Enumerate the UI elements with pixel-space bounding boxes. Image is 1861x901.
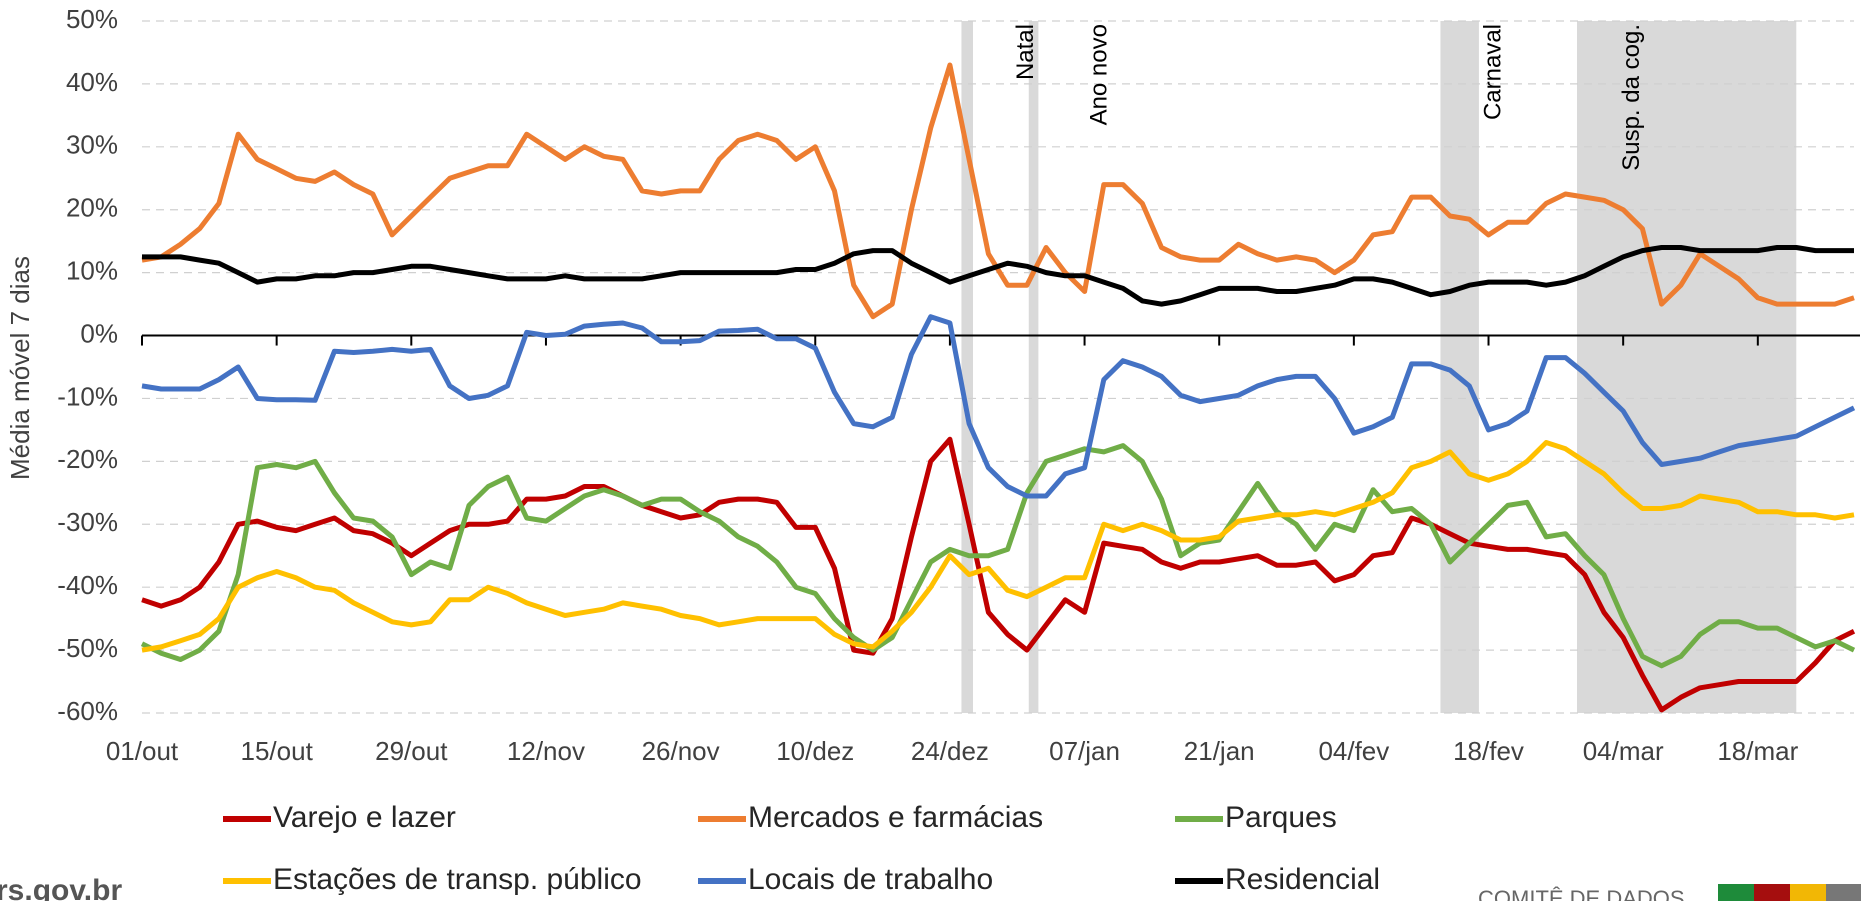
legend-label: Estações de transp. público: [273, 863, 642, 896]
x-tick-label: 24/dez: [911, 736, 989, 766]
y-tick-label: -20%: [57, 444, 118, 474]
legend-label: Mercados e farmácias: [748, 801, 1043, 834]
y-tick-label: -40%: [57, 570, 118, 600]
shaded-period: [1577, 21, 1797, 713]
y-tick-label: 20%: [66, 193, 118, 223]
annotation: Natal: [1012, 24, 1039, 80]
footer-brand: COMITÊ DE DADOS: [1478, 886, 1685, 901]
legend-label: Parques: [1225, 801, 1337, 834]
series-line: [140, 443, 1856, 669]
legend-label: Varejo e lazer: [273, 801, 456, 834]
brand-block: [1718, 884, 1754, 901]
y-tick-label: -50%: [57, 633, 118, 663]
series-line: [141, 440, 1855, 653]
annotation: Susp. da cog.: [1618, 24, 1645, 171]
x-tick-label: 07/jan: [1049, 736, 1120, 766]
shaded-period: [961, 21, 973, 713]
y-tick-label: 0%: [80, 318, 118, 348]
x-tick-label: 10/dez: [776, 736, 854, 766]
series-line: [141, 62, 1855, 320]
y-tick-label: -30%: [57, 507, 118, 537]
x-tick-label: 04/mar: [1583, 736, 1664, 766]
y-tick-label: 50%: [66, 4, 118, 34]
x-tick-label: 21/jan: [1184, 736, 1255, 766]
brand-block: [1826, 884, 1861, 901]
y-tick-label: -60%: [57, 696, 118, 726]
y-tick-label: 40%: [66, 67, 118, 97]
legend-label: Residencial: [1225, 863, 1380, 896]
x-tick-label: 18/fev: [1453, 736, 1524, 766]
footer-source: rs.gov.br: [0, 874, 122, 901]
series-line: [141, 436, 1856, 713]
annotation: Carnaval: [1480, 24, 1507, 120]
shaded-period: [1028, 21, 1039, 713]
y-axis-title: Média móvel 7 dias: [5, 256, 35, 480]
annotation: Ano novo: [1085, 24, 1112, 125]
series-line: [142, 245, 1854, 307]
x-tick-label: 12/nov: [507, 736, 585, 766]
x-tick-label: 01/out: [106, 736, 179, 766]
legend-label: Locais de trabalho: [748, 863, 993, 896]
y-tick-label: 30%: [66, 130, 118, 160]
y-tick-label: -10%: [57, 381, 118, 411]
x-tick-label: 26/nov: [642, 736, 720, 766]
x-tick-label: 15/out: [241, 736, 314, 766]
brand-block: [1790, 884, 1826, 901]
series-line: [141, 314, 1856, 499]
x-tick-label: 29/out: [375, 736, 448, 766]
x-tick-label: 18/mar: [1717, 736, 1798, 766]
x-tick-label: 04/fev: [1318, 736, 1389, 766]
brand-block: [1754, 884, 1790, 901]
y-tick-label: 10%: [66, 256, 118, 286]
